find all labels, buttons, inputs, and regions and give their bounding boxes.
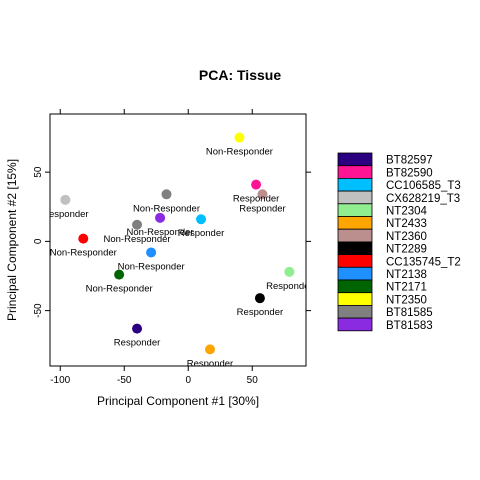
- legend: BT82597BT82590CC106585_T3CX628219_T3NT23…: [337, 152, 461, 332]
- legend-entry: BT81583: [386, 320, 433, 332]
- legend-entry: NT2433: [386, 218, 427, 230]
- y-axis: -50 0 50: [33, 166, 311, 318]
- legend-entry: NT2350: [386, 294, 427, 306]
- point-label: Non-Responder: [127, 227, 194, 238]
- point-label: Non-Responder: [86, 284, 153, 295]
- legend-swatch: [337, 177, 373, 192]
- legend-entry: NT2360: [386, 231, 427, 243]
- data-point: [284, 266, 295, 277]
- data-point: [155, 212, 166, 223]
- y-tick-label: 50: [33, 166, 44, 178]
- data-point: [251, 179, 262, 190]
- point-label: Non-Responder: [206, 147, 273, 158]
- legend-entry: CX628219_T3: [386, 193, 460, 205]
- point-label: Responder: [187, 358, 233, 369]
- legend-entry: BT81585: [386, 307, 433, 319]
- legend-entry: BT82590: [386, 167, 433, 179]
- legend-swatch: [337, 190, 373, 205]
- legend-entry: BT82597: [386, 155, 433, 167]
- legend-swatch: [337, 165, 373, 179]
- legend-entry: NT2304: [386, 206, 428, 218]
- y-tick-label: -50: [33, 303, 44, 318]
- point-label: Responder: [114, 338, 160, 349]
- data-point: [60, 194, 71, 205]
- data-point: [132, 323, 143, 334]
- x-axis-label: Principal Component #1 [30%]: [97, 394, 259, 408]
- data-point: [78, 233, 89, 244]
- y-tick-label: 0: [33, 238, 44, 244]
- legend-swatch: [337, 292, 373, 306]
- legend-swatch: [337, 228, 373, 243]
- x-tick-label: 0: [185, 375, 191, 386]
- legend-swatch: [337, 266, 373, 281]
- legend-swatch: [337, 317, 373, 332]
- point-label: Responder: [233, 194, 279, 205]
- point-label: Non-Responder: [50, 248, 117, 259]
- data-point: [234, 132, 245, 143]
- point-label: Non-Responder: [104, 234, 171, 245]
- data-point: [132, 219, 143, 230]
- chart-title: PCA: Tissue: [199, 67, 281, 83]
- legend-swatch: [337, 203, 373, 217]
- legend-entry: NT2171: [386, 282, 427, 294]
- legend-entry: NT2138: [386, 269, 427, 281]
- point-label: Responder: [266, 281, 312, 292]
- point-label: Responder: [42, 209, 88, 220]
- legend-swatch: [337, 152, 373, 167]
- legend-swatch: [337, 216, 373, 230]
- y-axis-label: Principal Component #2 [15%]: [5, 159, 19, 321]
- data-point: [146, 247, 157, 258]
- data-point: [254, 293, 265, 304]
- x-tick-label: 50: [247, 375, 259, 386]
- point-label: Non-Responder: [118, 261, 185, 272]
- x-axis: -100 -50 0 50: [50, 109, 258, 386]
- legend-entry: NT2289: [386, 244, 427, 256]
- x-tick-label: -100: [50, 375, 70, 386]
- labels-layer: ResponderResponderResponderResponderResp…: [42, 147, 312, 369]
- point-label: Responder: [239, 203, 285, 214]
- legend-swatch: [337, 254, 373, 268]
- plot-frame: [49, 113, 307, 367]
- data-point: [114, 269, 125, 280]
- legend-entry: CC106585_T3: [386, 180, 461, 192]
- point-label: Responder: [178, 228, 224, 239]
- data-point: [205, 344, 215, 355]
- legend-swatch: [337, 279, 373, 294]
- point-label: Responder: [237, 307, 283, 318]
- legend-swatch: [337, 304, 373, 319]
- legend-entry: CC135745_T2: [386, 256, 461, 268]
- data-point: [257, 189, 268, 200]
- x-tick-label: -50: [117, 375, 132, 386]
- points-layer: [60, 132, 295, 355]
- point-label: Non-Responder: [133, 203, 200, 214]
- legend-swatch: [337, 241, 373, 255]
- data-point: [196, 214, 207, 225]
- data-point: [161, 189, 172, 200]
